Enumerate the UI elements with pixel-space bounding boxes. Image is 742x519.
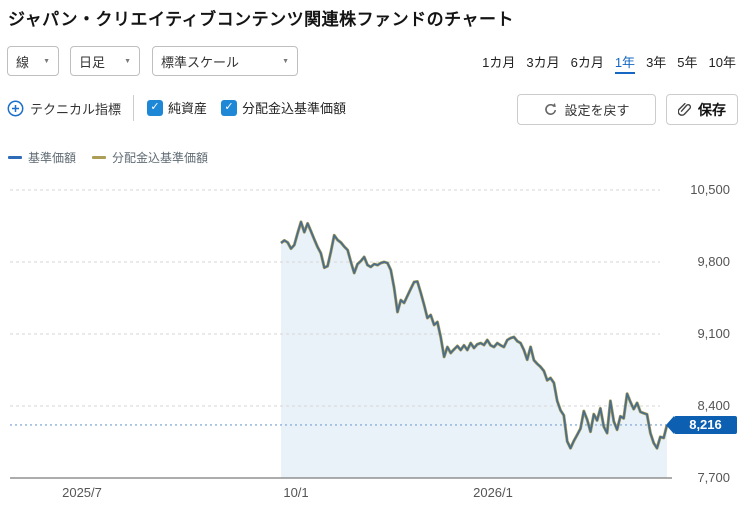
interval-value: 日足 <box>79 54 106 70</box>
x-axis-tick-label: 2025/7 <box>62 485 102 500</box>
period-link-5年[interactable]: 5年 <box>677 55 698 70</box>
page-title: ジャパン・クリエイティブコンテンツ関連株ファンドのチャート <box>8 10 514 29</box>
current-price-badge: 8,216 <box>666 415 737 434</box>
period-link-6カ月[interactable]: 6カ月 <box>570 55 604 70</box>
price-chart-svg <box>10 189 672 479</box>
technical-indicator-label: テクニカル指標 <box>30 102 122 117</box>
checkbox-checked-icon[interactable]: ✓ <box>147 99 163 116</box>
series-toggles: ✓ 純資産 ✓ 分配金込基準価額 <box>147 98 346 117</box>
scale-value: 標準スケール <box>161 54 240 70</box>
legend-item-nav: 基準価額 <box>8 149 76 166</box>
circle-plus-icon <box>7 100 24 117</box>
distribution-nav-line-swatch <box>92 156 107 159</box>
y-axis-tick-label: 9,100 <box>697 326 730 341</box>
toggle-net-assets-label: 純資産 <box>168 101 208 116</box>
chart-type-value: 線 <box>16 54 30 70</box>
toggle-distribution-nav[interactable]: ✓ 分配金込基準価額 <box>221 98 346 117</box>
reset-settings-label: 設定を戻す <box>564 103 630 118</box>
y-axis-tick-label: 9,800 <box>697 254 730 269</box>
price-chart[interactable]: 8,216 10,500 9,800 9,100 8,400 7,700 2025/7 10… <box>0 170 742 519</box>
chart-type-dropdown[interactable]: 線 ▼ <box>7 46 59 76</box>
period-link-3カ月[interactable]: 3カ月 <box>526 55 560 70</box>
interval-dropdown[interactable]: 日足 ▼ <box>70 46 140 76</box>
chevron-down-icon: ▼ <box>282 57 289 65</box>
y-axis-tick-label: 7,700 <box>697 470 730 485</box>
x-axis-tick-label: 2026/1 <box>473 485 513 500</box>
checkbox-checked-icon[interactable]: ✓ <box>221 99 238 116</box>
period-link-1年[interactable]: 1年 <box>614 52 636 74</box>
legend-nav-label: 基準価額 <box>28 151 77 165</box>
technical-indicator-button[interactable]: テクニカル指標 <box>7 99 121 118</box>
y-axis-tick-label: 10,500 <box>690 182 730 197</box>
paperclip-icon <box>678 102 692 116</box>
legend-distribution-nav-label: 分配金込基準価額 <box>112 151 209 165</box>
reset-settings-button[interactable]: 設定を戻す <box>517 94 656 125</box>
toggle-distribution-nav-label: 分配金込基準価額 <box>242 101 347 116</box>
y-axis-tick-label: 8,400 <box>697 398 730 413</box>
period-link-10年[interactable]: 10年 <box>708 55 736 70</box>
period-link-1カ月[interactable]: 1カ月 <box>482 55 516 70</box>
save-label: 保存 <box>698 101 726 118</box>
chevron-down-icon: ▼ <box>124 57 131 65</box>
save-button[interactable]: 保存 <box>666 94 738 125</box>
scale-dropdown[interactable]: 標準スケール ▼ <box>152 46 298 76</box>
chevron-down-icon: ▼ <box>43 57 50 65</box>
legend-item-distribution-nav: 分配金込基準価額 <box>92 149 208 166</box>
refresh-icon <box>545 102 557 115</box>
period-link-3年[interactable]: 3年 <box>646 55 667 70</box>
divider <box>133 95 134 121</box>
nav-line-swatch <box>8 156 22 159</box>
chart-legend: 基準価額 分配金込基準価額 <box>8 149 208 166</box>
period-selector: 1カ月 3カ月 6カ月 1年 3年 5年 10年 <box>482 52 736 74</box>
toggle-net-assets[interactable]: ✓ 純資産 <box>147 98 207 117</box>
x-axis-tick-label: 10/1 <box>283 485 309 500</box>
